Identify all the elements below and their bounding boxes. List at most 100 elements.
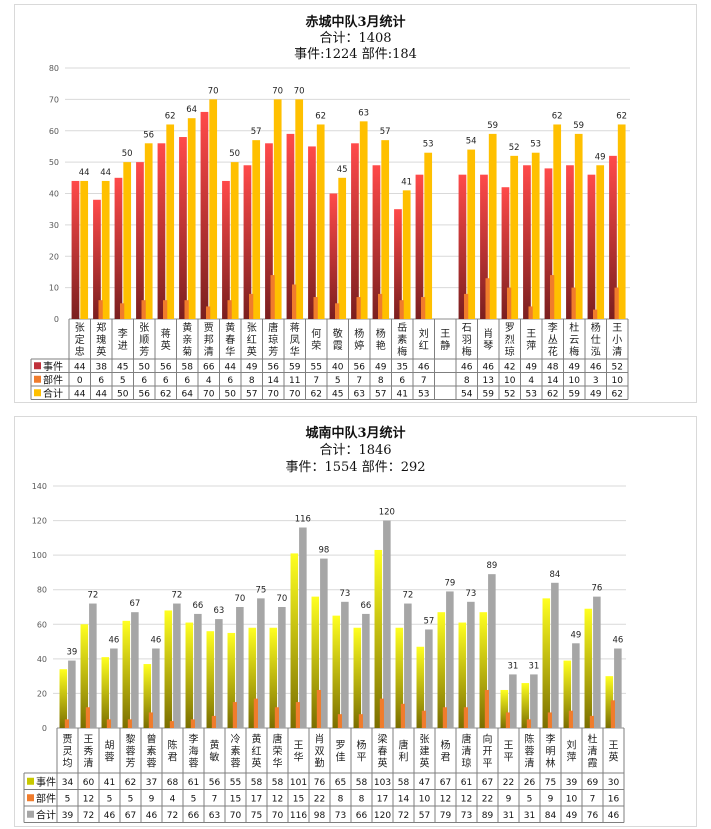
bar-部件 — [98, 300, 103, 319]
bar-事件 — [542, 598, 551, 728]
category-label: 石羽梅 — [462, 323, 472, 358]
table-cell: 39 — [566, 778, 578, 788]
table-cell: 34 — [62, 778, 74, 788]
bar-部件 — [377, 293, 383, 319]
table-cell: 6 — [163, 376, 169, 386]
legend-key-部件 — [27, 794, 34, 802]
category-label: 刘红 — [419, 328, 429, 352]
table-cell: 76 — [587, 811, 599, 821]
bar-部件 — [547, 712, 552, 728]
bar-事件 — [157, 143, 166, 319]
table-cell: 68 — [167, 778, 179, 788]
table-cell: 67 — [440, 778, 451, 788]
category-label: 唐清琼 — [462, 733, 472, 770]
table-cell: 38 — [96, 362, 108, 372]
table-cell: 7 — [313, 376, 319, 386]
bar-合计 — [89, 603, 97, 728]
bar-合计 — [316, 124, 325, 319]
category-label: 李进 — [118, 327, 128, 352]
bar-部件 — [356, 297, 361, 319]
table-cell: 35 — [397, 362, 408, 372]
data-label: 46 — [612, 635, 623, 645]
table-cell: 70 — [230, 811, 242, 821]
bar-合计 — [593, 596, 601, 728]
bar-部件 — [568, 710, 573, 728]
table-cell: 70 — [203, 389, 215, 399]
table-cell: 7 — [356, 376, 362, 386]
legend-label: 事件 — [43, 360, 63, 373]
table-cell: 60 — [83, 778, 95, 788]
bar-部件 — [484, 689, 489, 728]
table-cell: 17 — [377, 794, 388, 804]
category-label: 肖琴 — [483, 327, 493, 352]
table-cell: 56 — [354, 362, 366, 372]
category-label: 何荣 — [311, 327, 321, 352]
data-label: 62 — [165, 111, 176, 121]
table-cell: 0 — [77, 376, 83, 386]
data-label: 79 — [444, 578, 455, 588]
table-cell: 54 — [461, 389, 473, 399]
bar-合计 — [236, 607, 244, 728]
bar-事件 — [329, 193, 338, 319]
bar-合计 — [110, 648, 118, 728]
category-label: 李明林 — [546, 733, 556, 770]
table-cell: 56 — [209, 778, 221, 788]
data-label: 72 — [87, 591, 98, 601]
table-cell: 5 — [191, 794, 197, 804]
table-cell: 70 — [289, 389, 301, 399]
legend-label: 合计 — [43, 387, 63, 400]
data-label: 54 — [466, 137, 477, 147]
bar-事件 — [59, 669, 68, 728]
bar-部件 — [291, 284, 297, 319]
category-label: 王小清 — [612, 323, 622, 358]
data-label: 64 — [186, 105, 197, 115]
category-label: 王华 — [294, 741, 304, 764]
bar-合计 — [510, 155, 519, 319]
data-label: 57 — [380, 127, 391, 137]
y-tick-label: 120 — [32, 517, 47, 526]
legend-key-事件 — [34, 362, 41, 370]
bar-部件 — [463, 293, 469, 319]
bar-事件 — [395, 627, 404, 728]
bar-合计 — [574, 133, 583, 319]
table-cell: 70 — [268, 389, 280, 399]
table-cell: 49 — [246, 362, 258, 372]
bar-事件 — [458, 174, 467, 319]
category-label: 王英 — [609, 741, 619, 764]
bar-事件 — [374, 549, 383, 728]
table-cell: 61 — [461, 778, 472, 788]
table-cell: 58 — [182, 362, 194, 372]
table-cell: 42 — [504, 362, 515, 372]
bar-事件 — [243, 165, 252, 319]
category-label: 李丛花 — [548, 321, 558, 358]
data-label: 44 — [79, 168, 90, 178]
table-cell: 59 — [483, 389, 495, 399]
bar-事件 — [93, 199, 101, 319]
bar-部件 — [227, 300, 232, 319]
legend-key-部件 — [34, 375, 41, 383]
bar-事件 — [200, 111, 209, 319]
bar-合计 — [173, 603, 181, 728]
bar-部件 — [549, 275, 555, 319]
table-cell: 7 — [590, 794, 596, 804]
data-label: 57 — [423, 616, 434, 626]
table-cell: 58 — [398, 778, 410, 788]
bar-合计 — [273, 99, 282, 319]
table-cell: 12 — [83, 794, 94, 804]
table-cell: 6 — [141, 376, 147, 386]
bar-合计 — [166, 124, 175, 319]
bar-事件 — [265, 143, 273, 319]
table-cell: 66 — [203, 362, 215, 372]
category-label: 梁春英 — [378, 733, 388, 770]
table-cell: 44 — [96, 389, 108, 399]
bar-合计 — [187, 118, 196, 319]
table-cell: 52 — [612, 362, 623, 372]
table-cell: 22 — [503, 778, 514, 788]
table-cell: 41 — [104, 778, 115, 788]
bar-事件 — [480, 174, 488, 319]
table-cell: 5 — [335, 376, 341, 386]
table-cell: 14 — [398, 794, 410, 804]
table-cell: 31 — [524, 811, 535, 821]
y-tick-label: 30 — [49, 221, 59, 230]
bar-事件 — [479, 612, 488, 728]
